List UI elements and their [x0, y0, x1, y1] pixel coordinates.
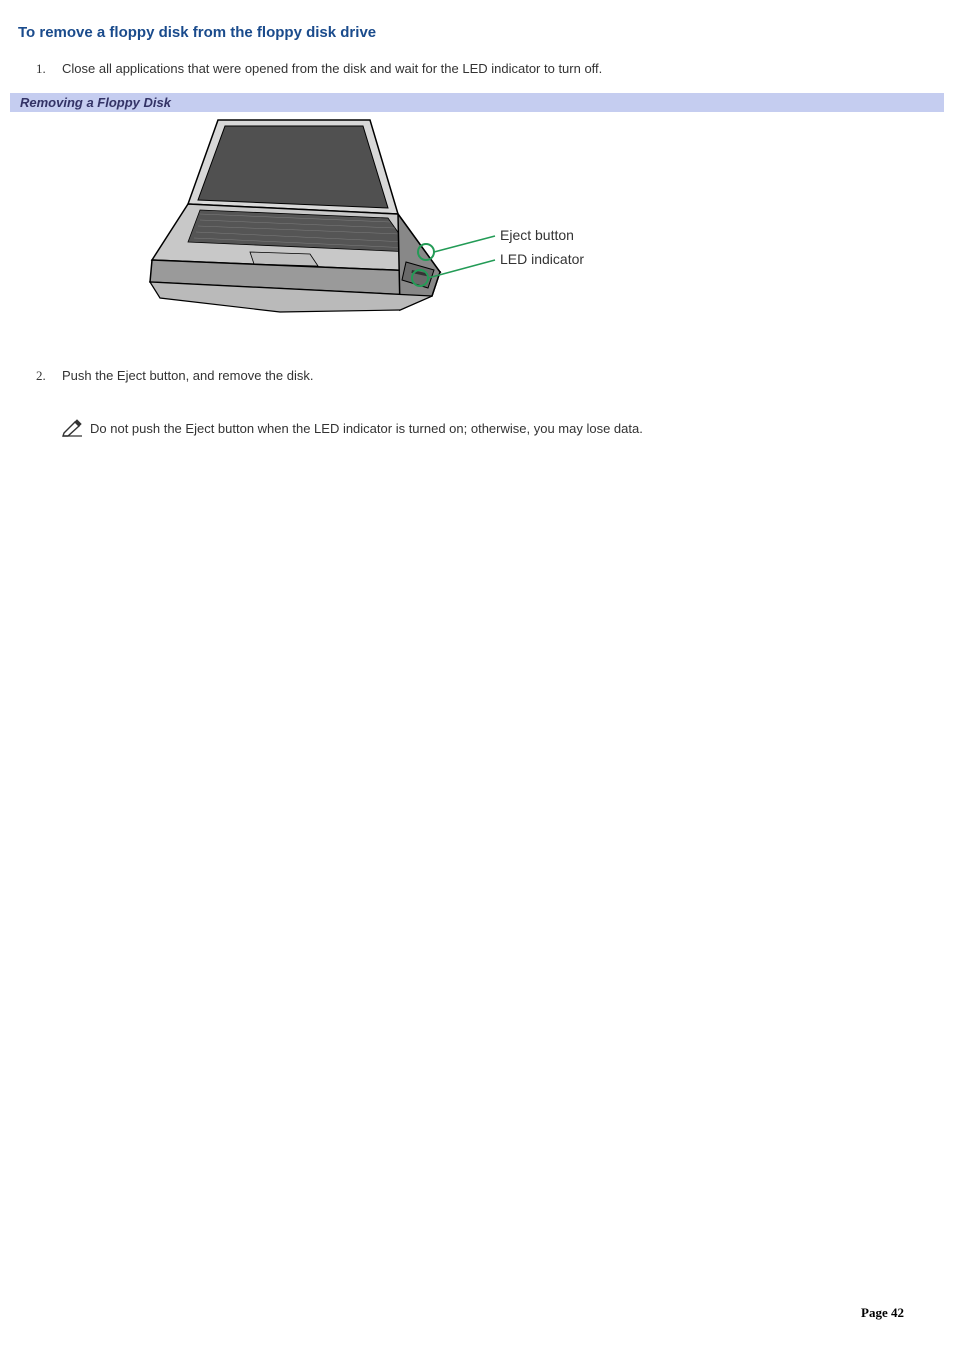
list-item: 1. Close all applications that were open… — [0, 55, 954, 89]
page-heading: To remove a floppy disk from the floppy … — [0, 0, 954, 55]
figure-label-eject: Eject button — [500, 227, 574, 243]
list-number: 2. — [36, 366, 62, 386]
list-item: 2. Push the Eject button, and remove the… — [0, 362, 954, 396]
figure-label-led: LED indicator — [500, 251, 584, 267]
note-text: Do not push the Eject button when the LE… — [90, 421, 643, 436]
laptop-base — [150, 204, 440, 312]
note-row: Do not push the Eject button when the LE… — [0, 395, 954, 447]
list-text: Close all applications that were opened … — [62, 59, 936, 79]
page-footer: Page 42 — [861, 1305, 904, 1321]
list-number: 1. — [36, 59, 62, 79]
figure-container: Eject button LED indicator — [10, 112, 944, 332]
list-text: Push the Eject button, and remove the di… — [62, 366, 936, 386]
laptop-screen — [188, 120, 398, 214]
laptop-figure: Eject button LED indicator — [100, 112, 660, 327]
figure-caption: Removing a Floppy Disk — [10, 93, 944, 112]
note-icon — [62, 419, 84, 437]
